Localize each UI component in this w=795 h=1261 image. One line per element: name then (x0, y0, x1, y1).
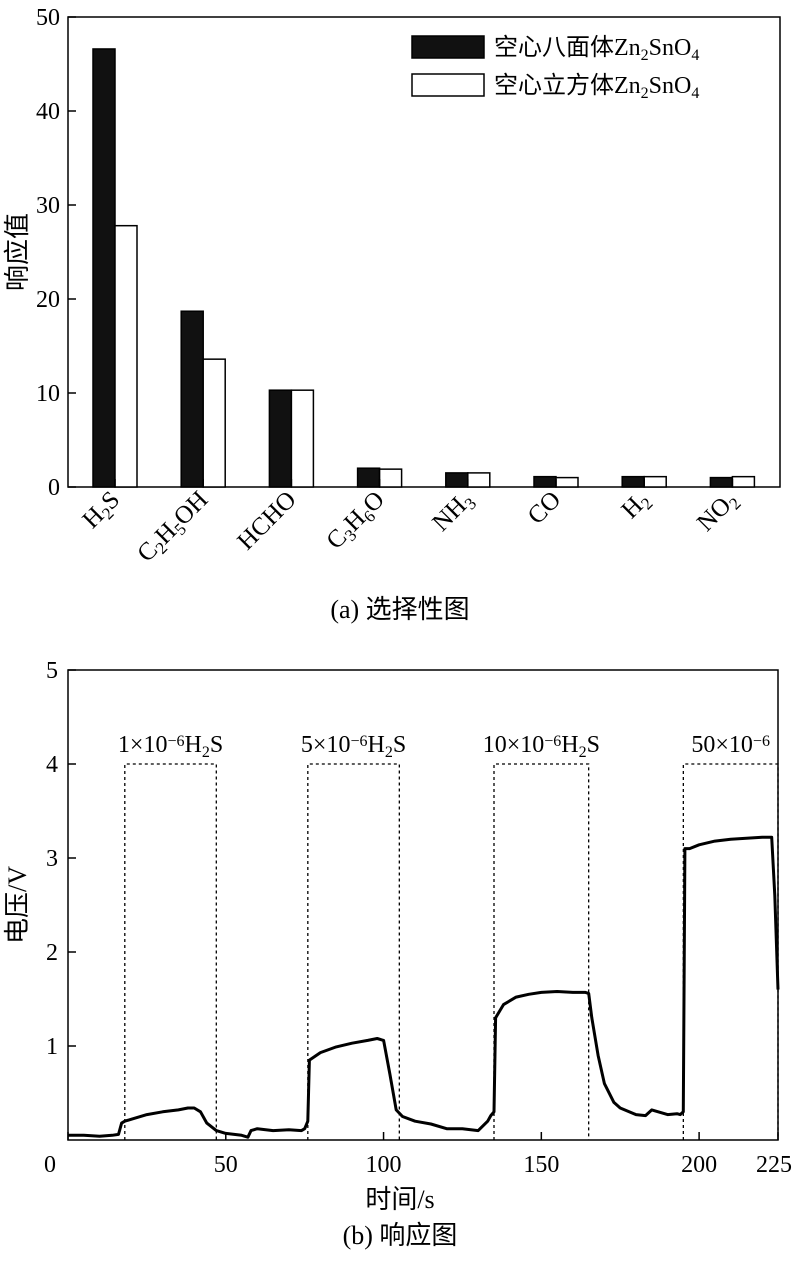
bar-chart-plot-frame (67, 16, 781, 488)
line-chart-x-tick-label: 200 (681, 1152, 717, 1178)
line-chart-x-tick-label: 225 (756, 1152, 792, 1178)
exposure-window-box (493, 763, 590, 1140)
bar-0-4 (445, 472, 469, 488)
line-chart-x-tick-label: 150 (523, 1152, 559, 1178)
bar-chart-category-label: H2 (617, 486, 657, 526)
legend-swatch-0 (411, 35, 485, 59)
exposure-concentration-label: 50×10−6 (691, 732, 770, 758)
bar-0-3 (356, 467, 381, 488)
line-chart-y-ticks: 1 2 3 4 5 (46, 658, 76, 1060)
bar-chart-y-tick-label: 0 (48, 475, 60, 501)
exposure-window-box (307, 763, 400, 1140)
bar-1-5 (555, 476, 579, 488)
line-chart-caption: (b) 响应图 (343, 1221, 458, 1250)
line-chart-x-axis-label: 时间/s (365, 1185, 434, 1214)
line-chart-plot-frame (67, 669, 779, 1141)
exposure-window-box (124, 763, 217, 1140)
legend-label-0: 空心八面体Zn2SnO4 (494, 34, 699, 64)
bar-1-6 (643, 475, 667, 488)
bar-1-0 (114, 224, 138, 488)
line-chart-x-tick-label: 0 (44, 1152, 56, 1178)
bar-chart-y-axis-label: 响应值 (3, 213, 32, 291)
exposure-concentration-label: 10×10−6H2S (483, 732, 600, 761)
exposure-concentration-label: 5×10−6H2S (301, 732, 406, 761)
line-chart-exposure-annotations: 1×10−6H2S 5×10−6H2S 10×10−6H2S 50×10−6 (118, 732, 779, 1140)
bar-chart-category-label: NO2 (692, 486, 745, 539)
line-chart-x-tick-label: 50 (214, 1152, 238, 1178)
line-chart-x-tick-label: 100 (366, 1152, 402, 1178)
bar-chart-y-ticks: 0 10 20 30 40 50 (36, 5, 76, 501)
legend-label-1: 空心立方体Zn2SnO4 (494, 72, 699, 102)
bar-chart-category-label: C3H6O (321, 486, 392, 557)
bar-chart-y-tick-label: 10 (36, 381, 60, 407)
bar-chart-y-tick-label: 30 (36, 193, 60, 219)
line-chart-y-tick-label: 5 (46, 658, 58, 684)
bar-1-7 (731, 475, 756, 488)
bar-chart-y-tick-label: 50 (36, 5, 60, 31)
response-line-chart: 1 2 3 4 5 0 50 100 150 200 225 1×10−6H2S 5×10−6H2S… (3, 658, 792, 1250)
bar-chart-category-label: C2H5OH (132, 486, 215, 569)
line-chart-y-tick-label: 4 (46, 752, 58, 778)
line-chart-y-axis-label: 电压/V (3, 866, 32, 944)
bar-1-4 (467, 472, 491, 488)
bar-chart-legend: 空心八面体Zn2SnO4 空心立方体Zn2SnO4 (411, 34, 699, 102)
bar-1-1 (202, 358, 226, 488)
exposure-concentration-label: 1×10−6H2S (118, 732, 223, 761)
line-chart-y-tick-label: 3 (46, 846, 58, 872)
bar-chart-y-tick-label: 20 (36, 287, 60, 313)
bar-0-1 (180, 310, 204, 488)
exposure-window-box (682, 763, 779, 1140)
bar-chart-caption: (a) 选择性图 (330, 595, 469, 624)
bar-chart-category-label: NH3 (427, 486, 480, 539)
bar-0-5 (533, 475, 557, 488)
bar-1-3 (378, 468, 403, 488)
line-chart-y-tick-label: 1 (46, 1034, 58, 1060)
bar-chart-bars (92, 48, 756, 488)
bar-chart-category-label: HCHO (232, 486, 301, 555)
bar-0-0 (92, 48, 116, 488)
bar-1-2 (290, 389, 315, 488)
bar-chart-y-tick-label: 40 (36, 99, 60, 125)
voltage-response-line (68, 835, 780, 1139)
bar-0-6 (621, 475, 645, 488)
bar-0-7 (709, 476, 734, 488)
bar-chart-category-label: CO (523, 486, 567, 530)
line-chart-x-ticks: 0 50 100 150 200 225 (44, 1132, 792, 1178)
legend-swatch-1 (411, 73, 485, 97)
bar-chart-category-label: H2S (78, 486, 128, 536)
bar-0-2 (268, 389, 293, 488)
line-chart-y-tick-label: 2 (46, 940, 58, 966)
